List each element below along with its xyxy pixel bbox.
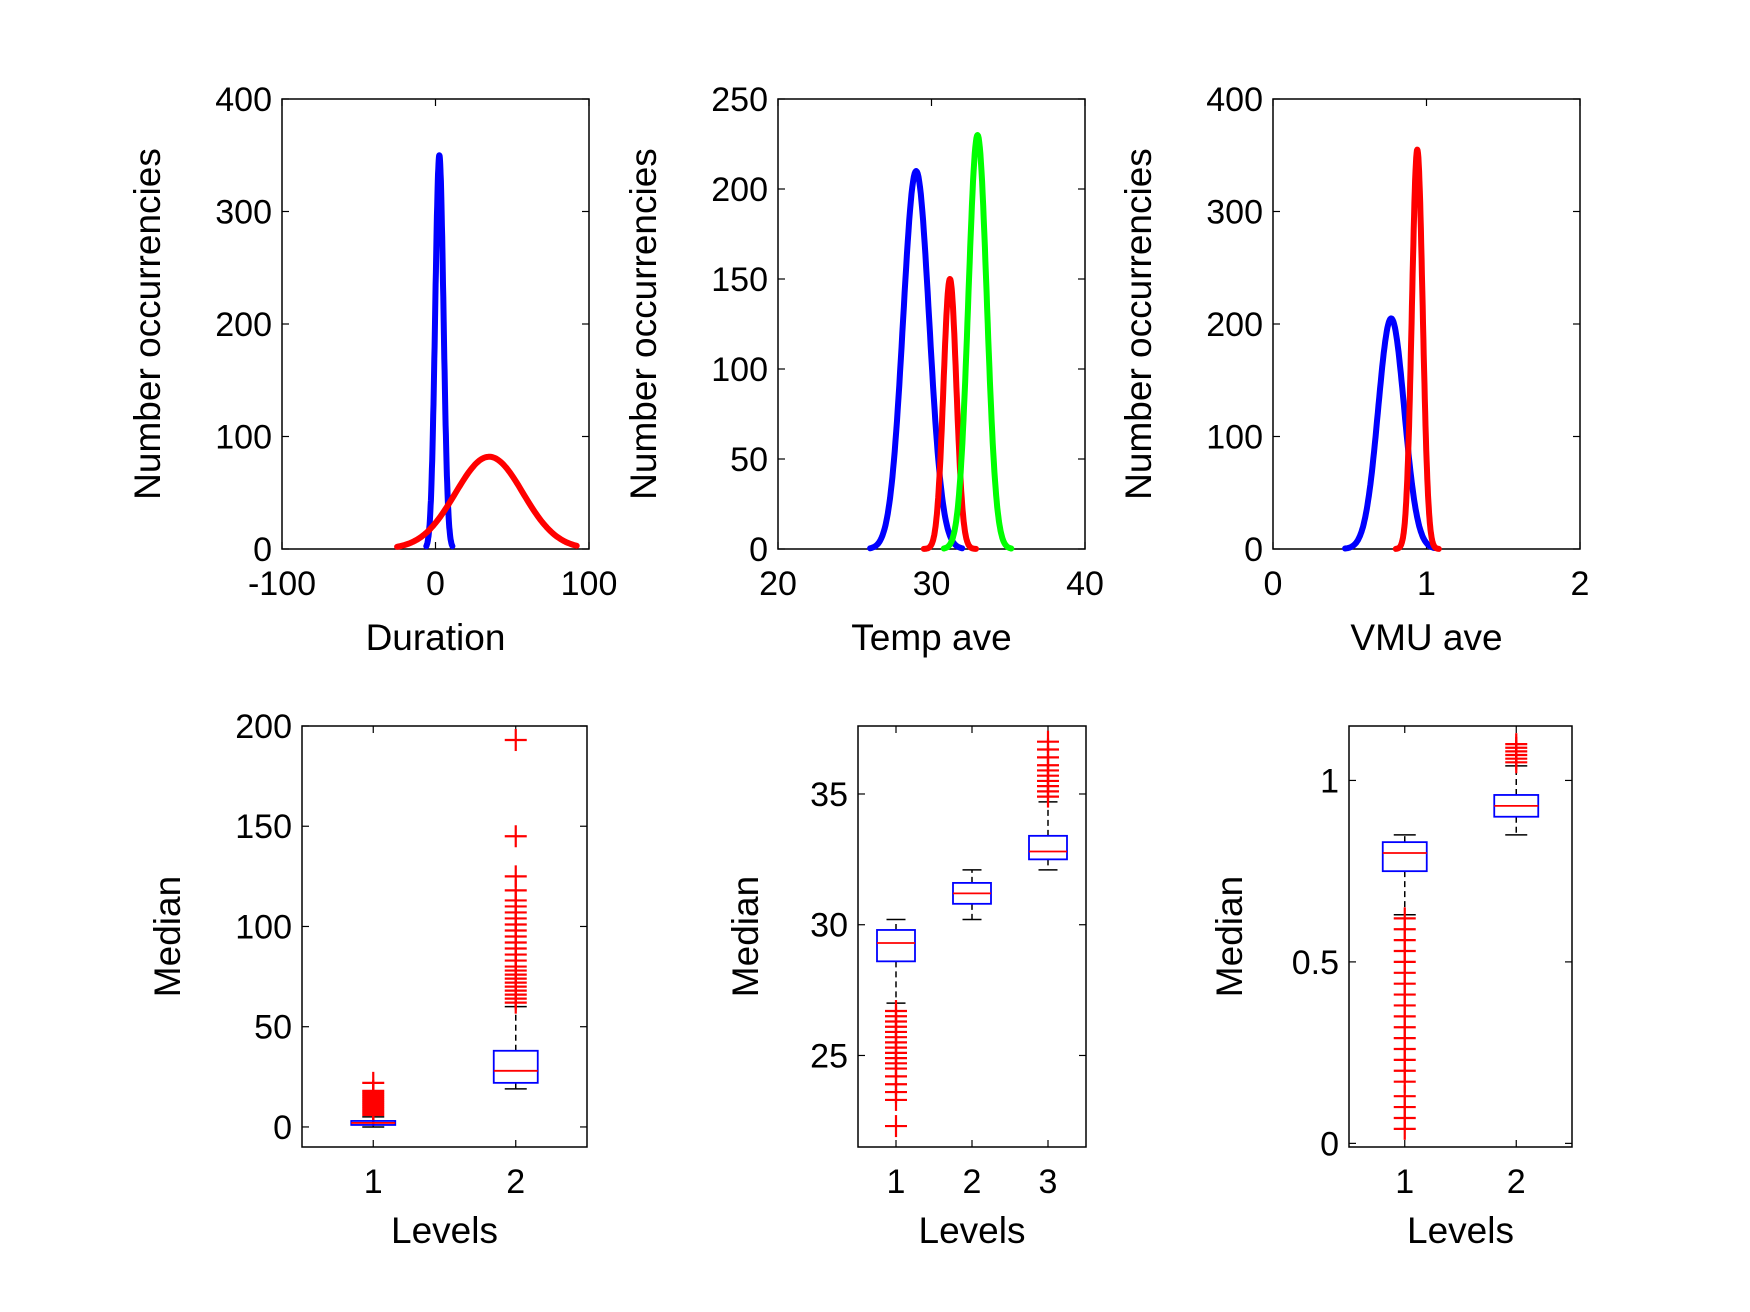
- x-tick-label: 20: [759, 565, 797, 603]
- outlier-marker: [1393, 907, 1416, 930]
- x-tick-label: 3: [1039, 1163, 1058, 1201]
- y-tick-label: 0.5: [1292, 944, 1339, 982]
- y-axis-label: Median: [725, 876, 766, 997]
- x-axis-label: Levels: [919, 1210, 1026, 1251]
- y-tick-label: 400: [1206, 81, 1263, 119]
- x-axis-label: Duration: [366, 617, 506, 658]
- y-tick-label: 100: [1206, 419, 1263, 457]
- series-line-1: [1342, 315, 1438, 552]
- y-tick-label: 300: [215, 194, 272, 232]
- y-axis-label: Median: [147, 876, 188, 997]
- y-tick-label: 30: [810, 907, 848, 945]
- outlier-marker: [1037, 730, 1059, 753]
- x-tick-label: 2: [1507, 1163, 1526, 1201]
- outlier-marker: [504, 865, 527, 888]
- y-tick-label: 25: [810, 1037, 848, 1075]
- box-iqr: [1381, 841, 1428, 873]
- panel-top-middle: 20 30 40 0 50 100 150 200 250 Temp ave Number occu…: [623, 81, 1104, 658]
- y-tick-label: 100: [235, 908, 292, 946]
- panel-bottom-right: 1 2 0 0.5 1 Levels Median: [1209, 725, 1573, 1251]
- x-tick-label: 0: [426, 565, 445, 603]
- y-tick-label: 150: [235, 808, 292, 846]
- box-level-2: [1493, 733, 1540, 836]
- x-tick-label: 2: [506, 1163, 525, 1201]
- axes-frame: [301, 725, 588, 1148]
- y-tick-label: 0: [1244, 531, 1263, 569]
- x-tick-label: 1: [364, 1163, 383, 1201]
- x-tick-label: 2: [1571, 565, 1590, 603]
- y-tick-label: 35: [810, 776, 848, 814]
- y-axis-label: Number occurrencies: [1118, 148, 1159, 500]
- box-level-3: [1028, 730, 1068, 871]
- y-tick-label: 0: [253, 531, 272, 569]
- x-tick-label: 1: [1417, 565, 1436, 603]
- panel-bottom-left: 1 2 0 50 100 150 200 Levels Median: [147, 708, 588, 1251]
- x-tick-label: -100: [248, 565, 316, 603]
- series-line-2: [1392, 146, 1442, 552]
- box-level-1: [350, 1071, 397, 1128]
- y-tick-label: 400: [215, 81, 272, 119]
- y-tick-label: 200: [1206, 306, 1263, 344]
- outlier-marker: [1505, 733, 1528, 756]
- x-tick-label: 1: [887, 1163, 906, 1201]
- y-axis-label: Number occurrencies: [127, 148, 168, 500]
- x-tick-label: 30: [913, 565, 951, 603]
- y-tick-label: 0: [749, 531, 768, 569]
- y-tick-label: 150: [711, 261, 768, 299]
- box-iqr: [1028, 834, 1068, 861]
- box-level-1: [1381, 834, 1428, 1140]
- y-axis-label: Median: [1209, 876, 1250, 997]
- box-iqr: [492, 1049, 539, 1084]
- x-tick-label: 0: [1264, 565, 1283, 603]
- y-tick-label: 0: [1320, 1125, 1339, 1163]
- y-tick-label: 50: [730, 441, 768, 479]
- series-line-2: [920, 276, 979, 552]
- series-line-3: [940, 132, 1015, 552]
- y-tick-label: 250: [711, 81, 768, 119]
- outlier-marker: [885, 1000, 907, 1023]
- y-tick-label: 0: [273, 1109, 292, 1147]
- y-tick-label: 200: [711, 171, 768, 209]
- outlier-marker: [504, 825, 527, 848]
- x-tick-label: 1: [1395, 1163, 1414, 1201]
- x-axis-label: VMU ave: [1350, 617, 1502, 658]
- y-tick-label: 100: [215, 419, 272, 457]
- x-axis-label: Levels: [391, 1210, 498, 1251]
- outlier-marker: [504, 729, 527, 752]
- box-level-2: [952, 869, 992, 921]
- axes-frame: [1348, 725, 1573, 1148]
- box-iqr: [876, 929, 916, 963]
- y-tick-label: 200: [235, 708, 292, 746]
- box-level-2: [492, 729, 539, 1090]
- x-axis-label: Temp ave: [851, 617, 1011, 658]
- series-line-1: [867, 168, 966, 552]
- series-line-2: [394, 453, 580, 550]
- y-tick-label: 1: [1320, 762, 1339, 800]
- x-axis-label: Levels: [1407, 1210, 1514, 1251]
- y-tick-label: 300: [1206, 194, 1263, 232]
- outlier-marker: [362, 1071, 385, 1094]
- outlier-marker: [885, 1115, 907, 1138]
- panel-bottom-middle: 1 2 3 25 30 35 Levels Median: [725, 725, 1087, 1251]
- y-tick-label: 100: [711, 351, 768, 389]
- y-axis-label: Number occurrencies: [623, 148, 664, 500]
- box-level-1: [876, 918, 916, 1138]
- panel-top-right: 0 1 2 0 100 200 300 400 VMU ave Number occurrenci…: [1118, 81, 1589, 658]
- y-tick-label: 200: [215, 306, 272, 344]
- x-tick-label: 100: [561, 565, 618, 603]
- x-tick-label: 2: [963, 1163, 982, 1201]
- x-tick-label: 40: [1066, 565, 1104, 603]
- y-tick-label: 50: [254, 1009, 292, 1047]
